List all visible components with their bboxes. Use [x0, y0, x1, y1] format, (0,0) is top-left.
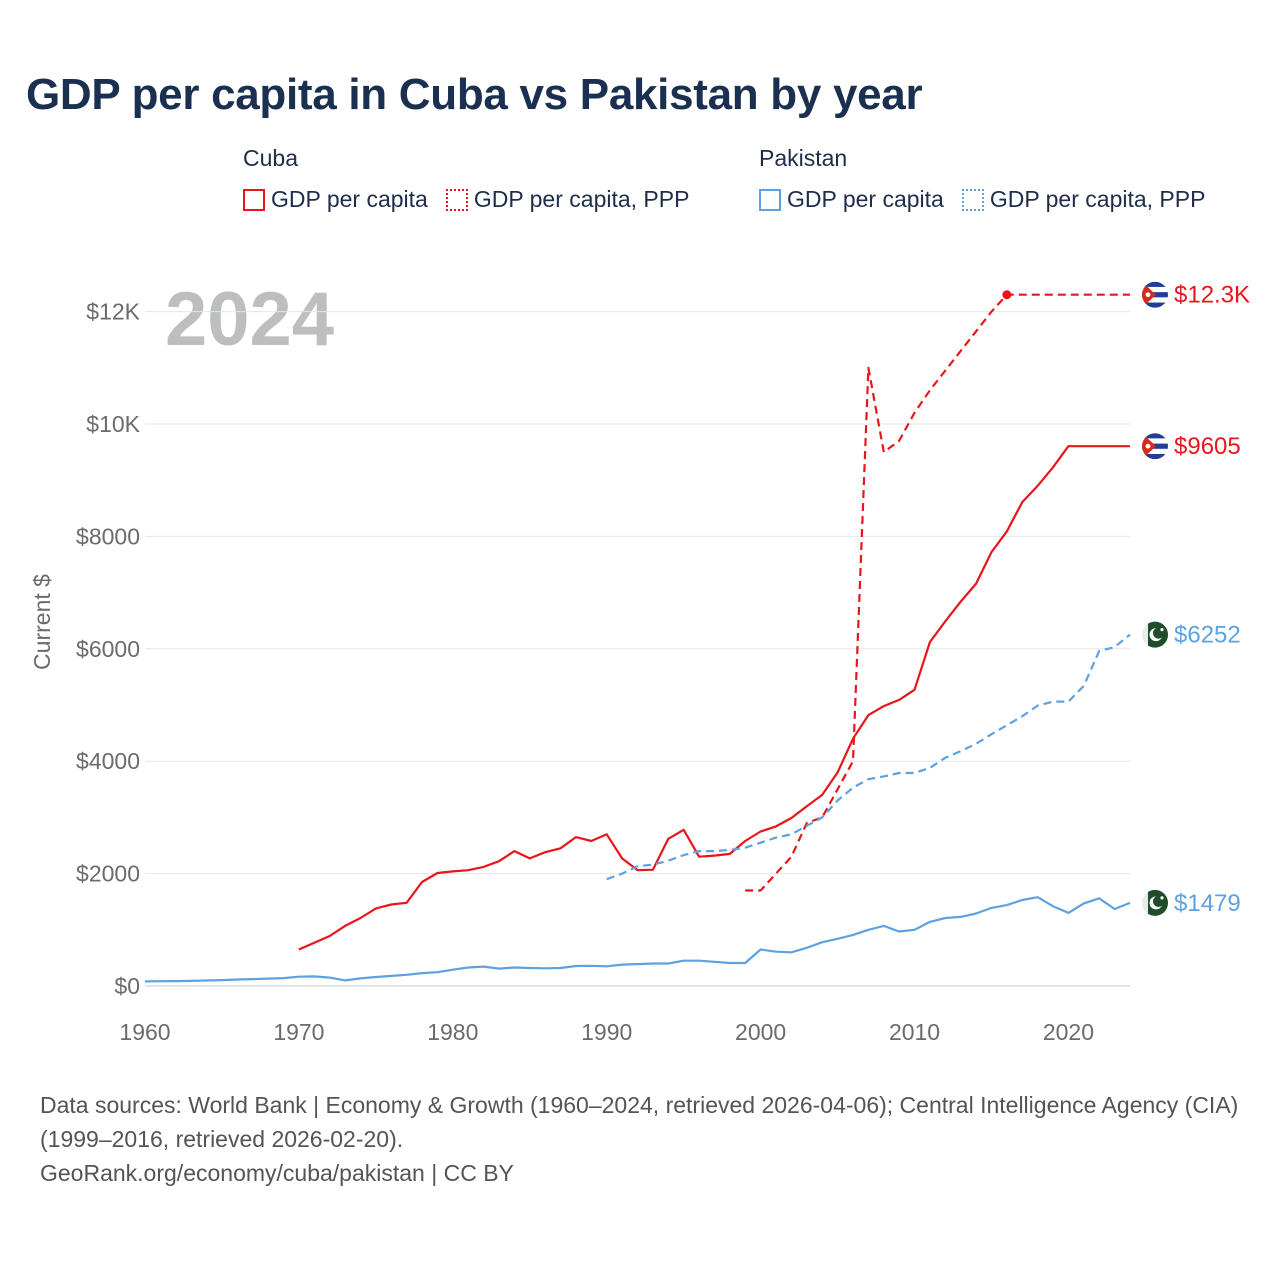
x-tick-label: 2000 — [735, 1019, 786, 1045]
data-sources: Data sources: World Bank | Economy & Gro… — [40, 1088, 1250, 1190]
legend-group-pakistan: Pakistan GDP per capita GDP per capita, … — [759, 145, 1223, 213]
legend-swatch-solid — [759, 188, 781, 211]
series-end-label: $1479 — [1174, 890, 1241, 917]
x-tick-label: 1980 — [427, 1019, 478, 1045]
series-line-pakistan-gdp-per-capita — [144, 896, 1131, 983]
chart-title: GDP per capita in Cuba vs Pakistan by ye… — [26, 70, 923, 119]
series-line-cuba-gdp-per-capita — [298, 445, 1130, 951]
legend-swatch-solid — [243, 188, 265, 211]
x-tick-label: 1970 — [273, 1019, 324, 1045]
y-tick-label: $2000 — [76, 861, 140, 887]
year-watermark: 2024 — [165, 277, 334, 362]
x-tick-label: 1990 — [581, 1019, 632, 1045]
series-line-pakistan-gdp-per-capita-ppp — [606, 633, 1131, 881]
x-tick-label: 2020 — [1043, 1019, 1094, 1045]
x-tick-label: 1960 — [119, 1019, 170, 1045]
cuba-flag — [1142, 281, 1168, 308]
y-axis-label: Current $ — [29, 574, 55, 670]
series-end-label: $9605 — [1174, 433, 1241, 460]
cuba-flag — [1142, 433, 1168, 460]
sources-text: Data sources: World Bank | Economy & Gro… — [40, 1092, 1239, 1152]
legend-swatch-dotted — [961, 188, 984, 211]
y-tick-label: $0 — [114, 973, 140, 999]
x-tick-label: 2010 — [889, 1019, 940, 1045]
legend-label: GDP per capita — [787, 186, 944, 212]
legend-label: GDP per capita, PPP — [989, 186, 1206, 212]
y-tick-label: $4000 — [76, 748, 140, 774]
legend-label: GDP per capita — [271, 186, 428, 212]
series-endpoint-marker — [1002, 290, 1012, 300]
pakistan-flag — [1142, 889, 1168, 916]
legend-swatch-dotted — [445, 188, 468, 211]
series-end-label: $12.3K — [1174, 282, 1250, 309]
y-tick-label: $8000 — [76, 523, 140, 549]
pakistan-flag — [1142, 621, 1168, 648]
legend-label: GDP per capita, PPP — [473, 186, 690, 212]
series-line-cuba-gdp-per-capita-ppp — [745, 293, 1130, 892]
legend-group-title: Pakistan — [759, 145, 848, 171]
legend-group-cuba: Cuba GDP per capita GDP per capita, PPP — [243, 145, 707, 213]
y-tick-label: $10K — [86, 411, 140, 437]
y-tick-label: $6000 — [76, 636, 140, 662]
sources-link[interactable]: GeoRank.org/economy/cuba/pakistan | CC B… — [40, 1160, 514, 1186]
legend-item-cuba-gdp[interactable]: GDP per capita — [243, 186, 428, 213]
legend-item-pakistan-gdp[interactable]: GDP per capita — [759, 186, 944, 213]
legend-group-title: Cuba — [243, 145, 298, 171]
legend-item-pakistan-gdp-ppp[interactable]: GDP per capita, PPP — [961, 186, 1206, 213]
y-tick-label: $12K — [86, 299, 140, 325]
series-end-label: $6252 — [1174, 622, 1241, 649]
legend-item-cuba-gdp-ppp[interactable]: GDP per capita, PPP — [445, 186, 690, 213]
